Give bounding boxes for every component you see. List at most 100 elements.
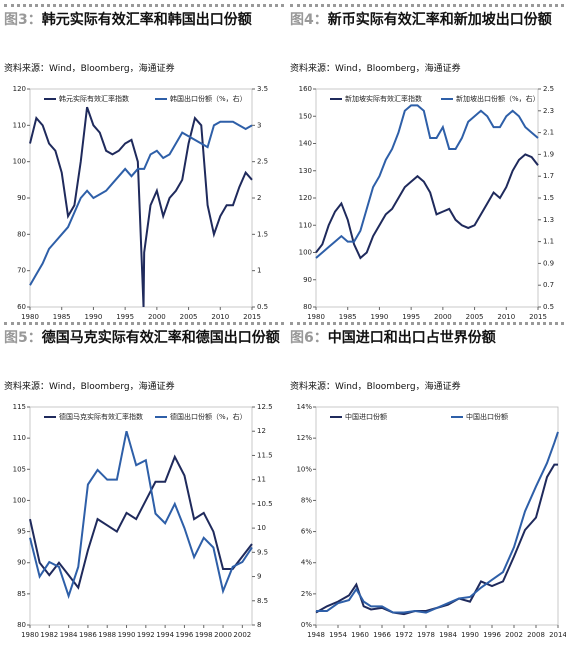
y2-tick-label: 0.7 xyxy=(543,281,554,289)
y2-tick-label: 3.5 xyxy=(257,85,268,93)
x-tick-label: 1980 xyxy=(21,313,39,321)
series-line xyxy=(315,104,539,259)
plot-frame xyxy=(29,406,253,626)
series-line xyxy=(29,454,253,590)
x-tick-label: 1984 xyxy=(439,631,457,639)
y2-tick-label: 2.1 xyxy=(543,129,554,137)
y-tick-label: 90 xyxy=(303,276,312,284)
x-tick-label: 1972 xyxy=(395,631,413,639)
x-tick-label: 1984 xyxy=(60,631,78,639)
x-tick-label: 1995 xyxy=(116,313,134,321)
y-tick-label: 115 xyxy=(13,403,26,411)
y-tick-label: 70 xyxy=(17,267,26,275)
y-tick-label: 60 xyxy=(17,303,26,311)
x-tick-label: 1990 xyxy=(118,631,136,639)
y2-tick-label: 12.5 xyxy=(257,403,273,411)
x-tick-label: 2000 xyxy=(148,313,166,321)
figure-label: 图5： xyxy=(4,330,42,346)
title-text: 韩元实际有效汇率和韩国出口份额 xyxy=(41,12,252,28)
y2-tick-label: 1 xyxy=(257,267,261,275)
y-tick-label: 100 xyxy=(13,158,26,166)
y-tick-label: 100 xyxy=(299,249,312,257)
source-note: 资料来源：Wind，Bloomberg，海通证券 xyxy=(290,382,461,392)
x-tick-label: 1948 xyxy=(307,631,325,639)
x-tick-label: 2008 xyxy=(527,631,545,639)
figure-label: 图3： xyxy=(4,12,42,28)
x-tick-label: 1985 xyxy=(339,313,357,321)
y-tick-label: 110 xyxy=(299,221,312,229)
legend-label: 新加坡实际有效汇率指数 xyxy=(345,94,422,103)
y-tick-label: 80 xyxy=(17,621,26,629)
y-tick-label: 95 xyxy=(17,528,26,536)
legend-label: 中国出口份额 xyxy=(466,412,508,421)
title-text: 德国马克实际有效汇率和德国出口份额 xyxy=(41,330,280,346)
x-tick-label: 1992 xyxy=(137,631,155,639)
panel: 图5：德国马克实际有效汇率和德国出口份额 资料来源：Wind，Bloomberg，… xyxy=(4,322,284,640)
y2-tick-label: 0.5 xyxy=(257,303,268,311)
title-text: 中国进口和出口占世界份额 xyxy=(327,330,496,346)
x-tick-label: 2015 xyxy=(243,313,261,321)
panel: 图6：中国进口和出口占世界份额 资料来源：Wind，Bloomberg，海通证券 0… xyxy=(290,322,566,640)
y-tick-label: 12% xyxy=(296,434,312,442)
y-tick-label: 2% xyxy=(301,590,312,598)
x-tick-label: 1986 xyxy=(79,631,97,639)
figure-title: 图3：韩元实际有效汇率和韩国出口份额 xyxy=(4,4,284,61)
legend-label: 中国进口份额 xyxy=(345,412,387,421)
y2-tick-label: 9 xyxy=(257,573,261,581)
chart: 60 70 80 90 100 110 120 0.5 1 1.5 2 2.5 3 3.5 1980 1985… xyxy=(13,85,269,321)
legend-label: 新加坡出口份额（%，右） xyxy=(456,94,540,103)
x-tick-label: 2010 xyxy=(211,313,229,321)
figure-title: 图4：新币实际有效汇率和新加坡出口份额 xyxy=(290,4,566,61)
legend-label: 韩元实际有效汇率指数 xyxy=(59,94,129,103)
figure-title: 图5：德国马克实际有效汇率和德国出口份额 xyxy=(4,322,284,379)
legend-label: 德国出口份额（%，右） xyxy=(170,412,247,421)
y2-tick-label: 10 xyxy=(257,524,266,532)
y-tick-label: 120 xyxy=(13,85,26,93)
chart: 80 90 100 110 120 130 140 150 160 0.5 0.7 0.9 1.1 1.3… xyxy=(299,85,555,321)
x-tick-label: 1996 xyxy=(176,631,194,639)
y-tick-label: 4% xyxy=(301,559,312,567)
y2-tick-label: 1.7 xyxy=(543,172,554,180)
y-tick-label: 110 xyxy=(13,121,26,129)
panel: 图4：新币实际有效汇率和新加坡出口份额资料来源：Wind，Bloomberg，海… xyxy=(290,4,566,322)
series-line xyxy=(316,431,559,614)
y2-tick-label: 1.1 xyxy=(543,238,554,246)
x-tick-label: 1980 xyxy=(21,631,39,639)
x-tick-label: 1982 xyxy=(40,631,58,639)
x-tick-label: 2005 xyxy=(466,313,484,321)
y2-tick-label: 8 xyxy=(257,621,261,629)
legend-label: 韩国出口份额（%，右） xyxy=(170,94,247,103)
y-tick-label: 120 xyxy=(299,194,312,202)
x-tick-label: 1960 xyxy=(351,631,369,639)
y-tick-label: 90 xyxy=(17,559,26,567)
y-tick-label: 90 xyxy=(17,194,26,202)
x-tick-label: 1985 xyxy=(53,313,71,321)
x-tick-label: 2002 xyxy=(505,631,523,639)
source-note: 资料来源：Wind，Bloomberg，海通证券 xyxy=(4,64,175,74)
y2-tick-label: 8.5 xyxy=(257,597,268,605)
y-tick-label: 130 xyxy=(299,167,312,175)
y2-tick-label: 3 xyxy=(257,121,261,129)
y-tick-label: 14% xyxy=(296,403,312,411)
y2-tick-label: 1.3 xyxy=(543,216,554,224)
source-note: 资料来源：Wind，Bloomberg，海通证券 xyxy=(290,64,461,74)
figure-title: 图6：中国进口和出口占世界份额 xyxy=(290,322,566,379)
series-line xyxy=(315,153,539,260)
x-tick-label: 2002 xyxy=(233,631,251,639)
x-tick-label: 1998 xyxy=(195,631,213,639)
chart: 0% 2% 4% 6% 8% 10% 12% 14% 1948 1954 1960 1966 1972 1… xyxy=(296,403,566,639)
title-text: 新币实际有效汇率和新加坡出口份额 xyxy=(327,12,552,28)
legend-label: 德国马克实际有效汇率指数 xyxy=(59,412,143,421)
x-tick-label: 2010 xyxy=(497,313,515,321)
figure-label: 图4： xyxy=(290,12,328,28)
y-tick-label: 140 xyxy=(299,140,312,148)
y-tick-label: 85 xyxy=(17,590,26,598)
plot-frame xyxy=(315,406,559,626)
y2-tick-label: 2.5 xyxy=(543,85,554,93)
x-tick-label: 1990 xyxy=(371,313,389,321)
y2-tick-label: 9.5 xyxy=(257,548,268,556)
x-tick-label: 2000 xyxy=(214,631,232,639)
y-tick-label: 8% xyxy=(301,496,312,504)
x-tick-label: 1995 xyxy=(402,313,420,321)
x-tick-label: 1988 xyxy=(98,631,116,639)
